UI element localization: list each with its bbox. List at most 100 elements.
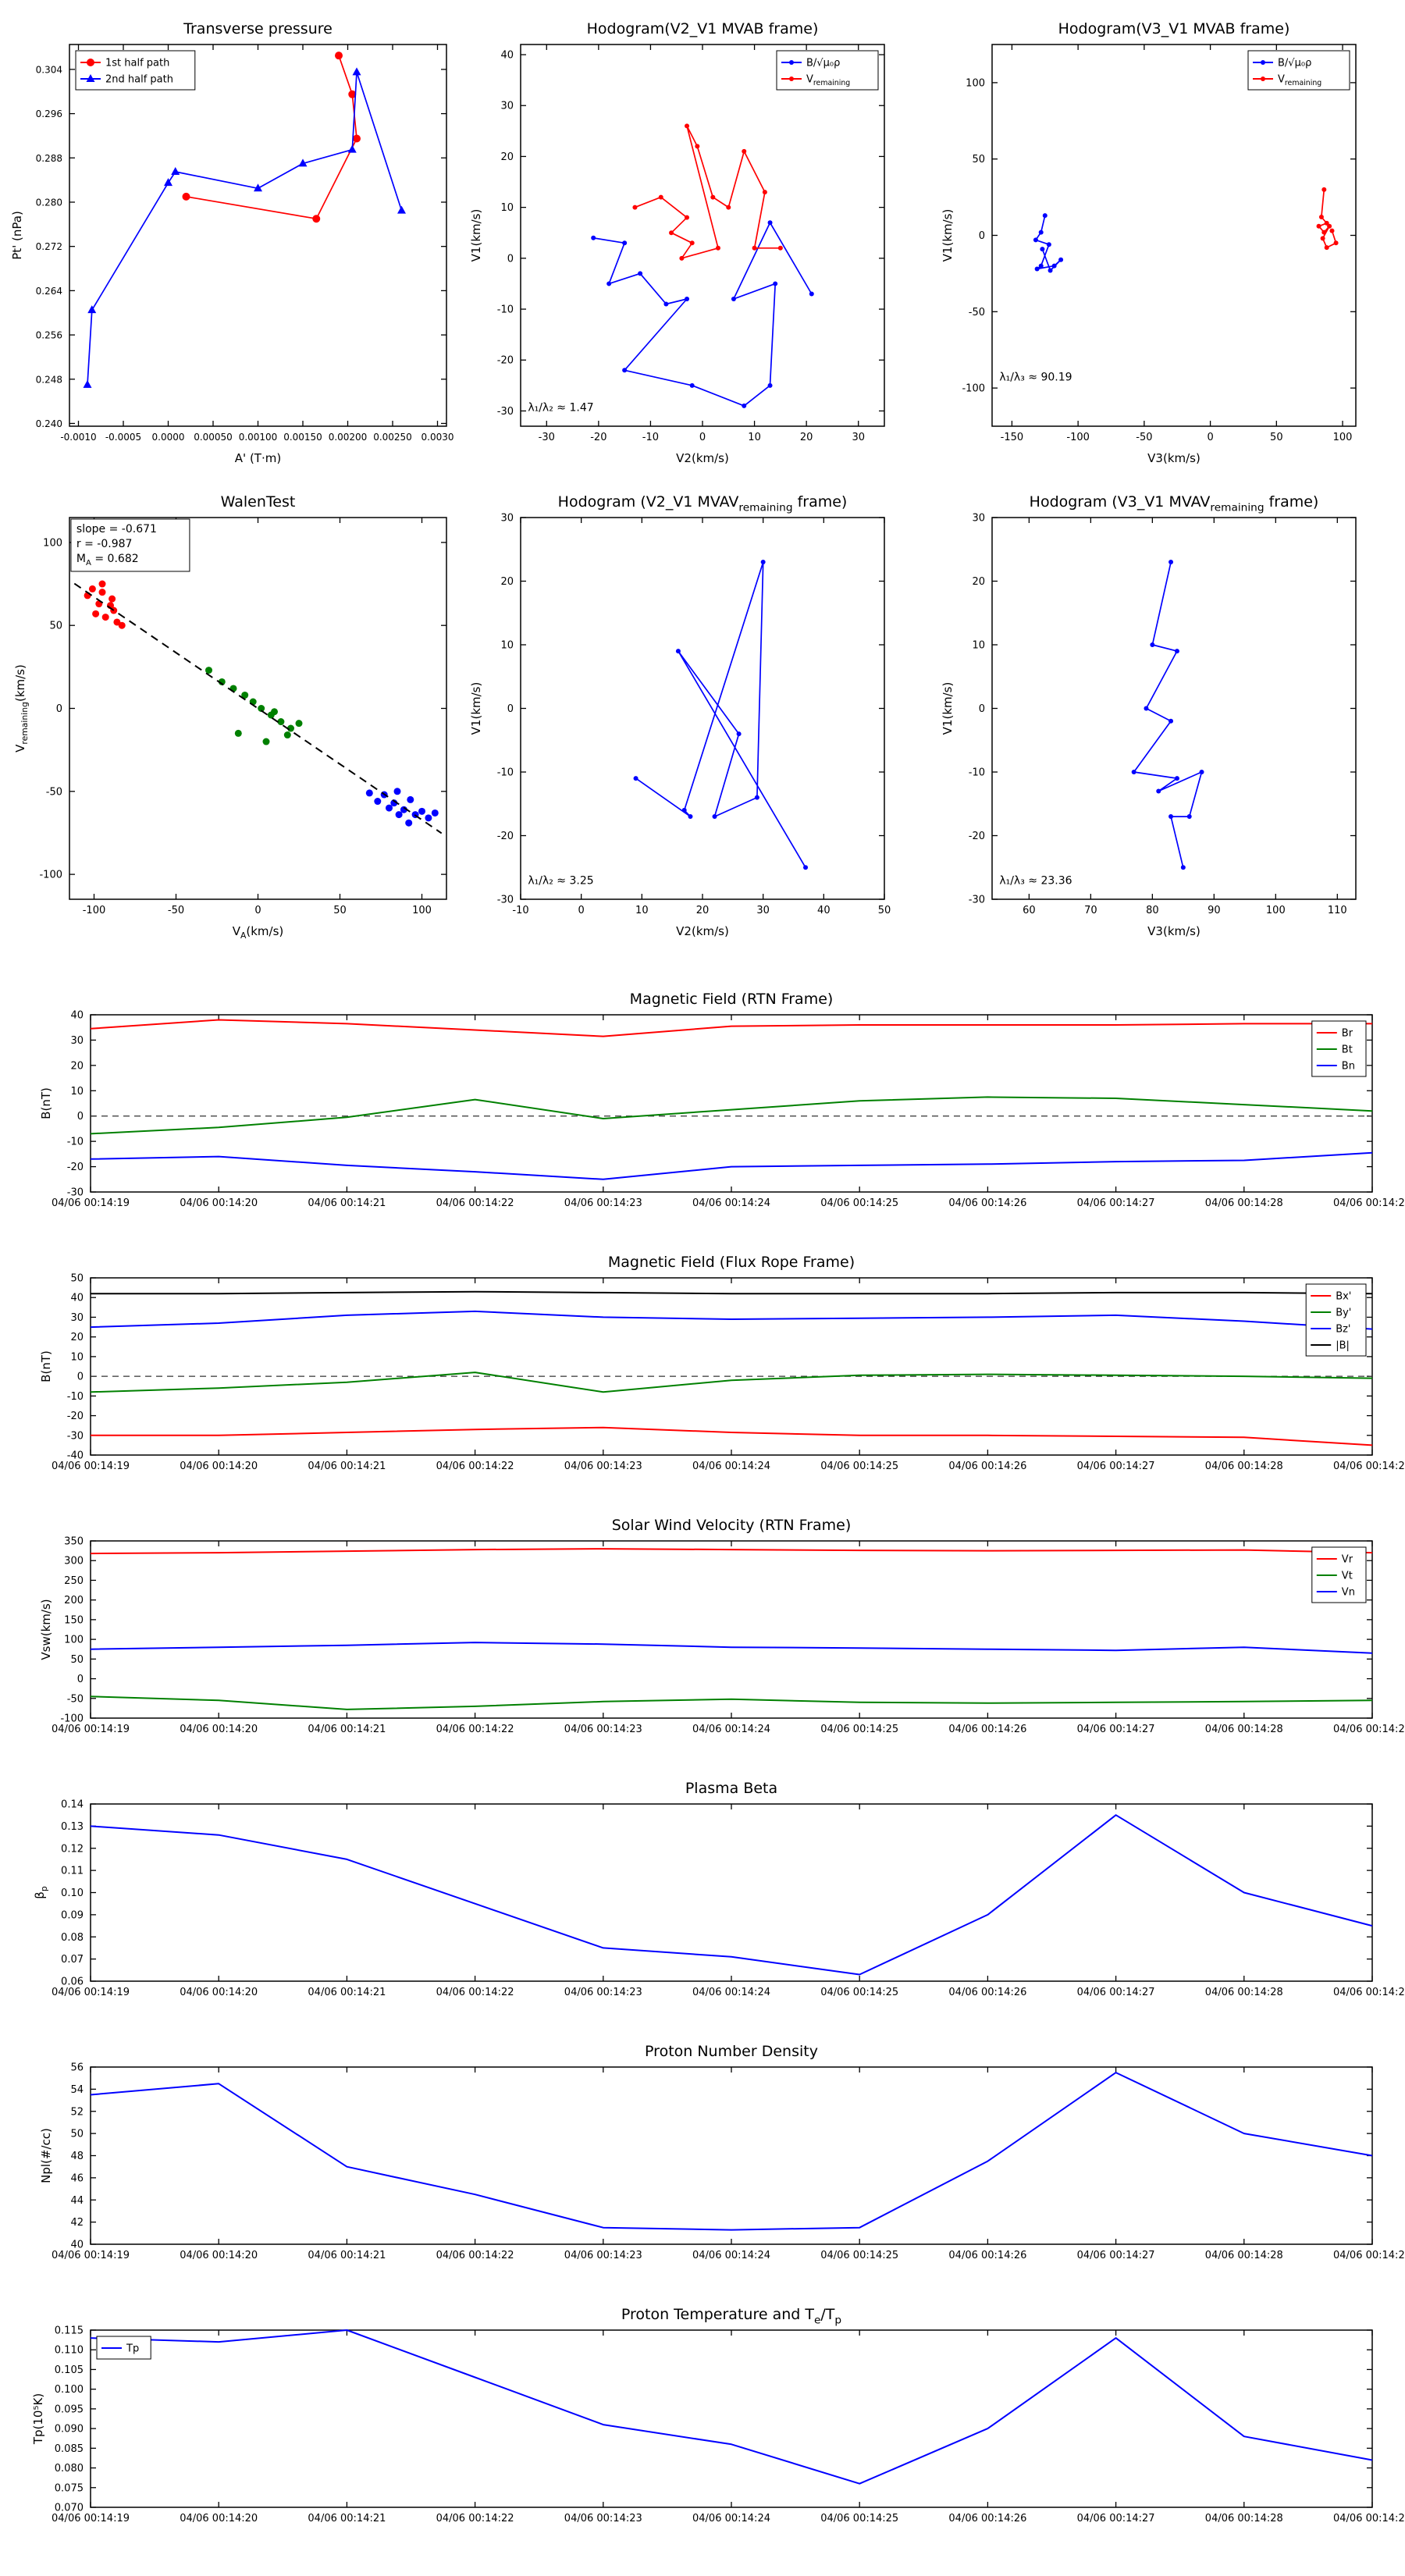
svg-text:0.07: 0.07	[61, 1954, 84, 1966]
svg-text:04/06 00:14:19: 04/06 00:14:19	[52, 2513, 130, 2524]
svg-text:100: 100	[1266, 905, 1286, 916]
svg-text:0.00100: 0.00100	[239, 432, 278, 443]
svg-text:-30: -30	[969, 895, 985, 906]
svg-text:0.100: 0.100	[55, 2384, 84, 2396]
svg-text:Transverse pressure: Transverse pressure	[183, 20, 333, 37]
svg-text:0.115: 0.115	[55, 2325, 84, 2337]
svg-text:-20: -20	[497, 831, 514, 842]
svg-text:1st half path: 1st half path	[105, 58, 169, 69]
svg-text:04/06 00:14:21: 04/06 00:14:21	[308, 1461, 386, 1472]
svg-text:0: 0	[699, 432, 706, 443]
svg-text:50: 50	[878, 905, 891, 916]
svg-text:0.085: 0.085	[55, 2443, 84, 2455]
svg-text:-50: -50	[67, 1693, 84, 1705]
svg-text:-100: -100	[39, 870, 62, 881]
svg-text:0: 0	[507, 703, 514, 715]
svg-text:0: 0	[979, 230, 985, 242]
magnetic-field-flux-rope-plot: 04/06 00:14:19 04/06 00:14:20 04/06 00:14:…	[39, 1254, 1405, 1472]
svg-text:0.14: 0.14	[61, 1799, 84, 1811]
svg-text:04/06 00:14:19: 04/06 00:14:19	[52, 1461, 130, 1472]
svg-text:100: 100	[1333, 432, 1353, 443]
svg-text:Solar Wind Velocity (RTN Frame: Solar Wind Velocity (RTN Frame)	[612, 1517, 852, 1534]
svg-text:50: 50	[1270, 432, 1283, 443]
svg-text:30: 30	[500, 101, 514, 112]
svg-text:04/06 00:14:21: 04/06 00:14:21	[308, 1724, 386, 1735]
solar-wind-velocity-chart: 04/06 00:14:19 04/06 00:14:20 04/06 00:14:…	[39, 1517, 1405, 1735]
svg-text:Magnetic Field (RTN Frame): Magnetic Field (RTN Frame)	[630, 991, 834, 1008]
svg-text:04/06 00:14:21: 04/06 00:14:21	[308, 1197, 386, 1209]
svg-text:r = -0.987: r = -0.987	[76, 538, 133, 550]
svg-text:100: 100	[64, 1635, 84, 1646]
svg-text:10: 10	[70, 1086, 84, 1098]
svg-text:40: 40	[817, 905, 831, 916]
svg-text:0.075: 0.075	[55, 2482, 84, 2494]
svg-text:04/06 00:14:21: 04/06 00:14:21	[308, 2513, 386, 2524]
svg-text:V2(km/s): V2(km/s)	[676, 924, 729, 938]
magnetic-field-rtn-chart: 04/06 00:14:19 04/06 00:14:20 04/06 00:14:…	[39, 991, 1405, 1209]
svg-text:100: 100	[412, 905, 432, 916]
svg-text:04/06 00:14:19: 04/06 00:14:19	[52, 1987, 130, 1998]
svg-text:04/06 00:14:24: 04/06 00:14:24	[692, 1197, 770, 1209]
svg-text:Vremaining: Vremaining	[1278, 74, 1321, 88]
svg-text:Bz': Bz'	[1336, 1324, 1350, 1336]
svg-text:Br: Br	[1342, 1028, 1353, 1040]
svg-text:Vremaining(km/s): Vremaining(km/s)	[13, 664, 30, 753]
svg-text:0.13: 0.13	[61, 1821, 84, 1833]
svg-text:30: 30	[972, 513, 985, 525]
svg-text:λ₁/λ₃ ≈ 23.36: λ₁/λ₃ ≈ 23.36	[999, 874, 1072, 887]
svg-text:Hodogram(V3_V1 MVAB frame): Hodogram(V3_V1 MVAB frame)	[1058, 20, 1290, 37]
svg-text:βp: βp	[33, 1886, 49, 1899]
svg-text:0.110: 0.110	[55, 2345, 84, 2357]
svg-text:Tp(10⁵K): Tp(10⁵K)	[31, 2393, 45, 2445]
svg-text:04/06 00:14:26: 04/06 00:14:26	[948, 1461, 1026, 1472]
svg-text:90: 90	[1208, 905, 1221, 916]
svg-text:λ₁/λ₂ ≈ 1.47: λ₁/λ₂ ≈ 1.47	[528, 401, 593, 414]
svg-text:10: 10	[500, 202, 514, 214]
svg-text:30: 30	[756, 905, 770, 916]
svg-text:Bn: Bn	[1342, 1061, 1355, 1073]
magnetic-field-rtn-plot: 04/06 00:14:19 04/06 00:14:20 04/06 00:14:…	[39, 991, 1405, 1209]
svg-text:48: 48	[70, 2151, 84, 2162]
svg-text:-100: -100	[962, 383, 985, 395]
svg-text:-100: -100	[83, 905, 106, 916]
svg-text:2nd half path: 2nd half path	[105, 74, 173, 86]
svg-text:04/06 00:14:29: 04/06 00:14:29	[1333, 2250, 1405, 2261]
svg-text:-100: -100	[1066, 432, 1090, 443]
svg-text:0: 0	[254, 905, 261, 916]
svg-text:0.304: 0.304	[36, 64, 62, 75]
svg-text:04/06 00:14:20: 04/06 00:14:20	[180, 1461, 258, 1472]
svg-text:04/06 00:14:20: 04/06 00:14:20	[180, 2513, 258, 2524]
svg-text:-30: -30	[497, 895, 514, 906]
svg-text:B(nT): B(nT)	[39, 1087, 53, 1119]
svg-text:04/06 00:14:24: 04/06 00:14:24	[692, 1461, 770, 1472]
svg-text:0.0000: 0.0000	[152, 432, 185, 443]
svg-text:150: 150	[64, 1614, 84, 1626]
svg-text:By': By'	[1336, 1308, 1351, 1319]
svg-text:λ₁/λ₃ ≈ 90.19: λ₁/λ₃ ≈ 90.19	[999, 371, 1072, 383]
svg-text:30: 30	[500, 513, 514, 525]
svg-text:-50: -50	[46, 786, 62, 798]
svg-text:A' (T·m): A' (T·m)	[235, 451, 281, 465]
svg-text:04/06 00:14:23: 04/06 00:14:23	[564, 2513, 642, 2524]
svg-text:-10: -10	[497, 767, 514, 779]
svg-text:04/06 00:14:26: 04/06 00:14:26	[948, 2513, 1026, 2524]
svg-text:0.08: 0.08	[61, 1932, 84, 1944]
svg-text:-20: -20	[497, 355, 514, 367]
svg-text:40: 40	[500, 50, 514, 62]
svg-text:0.09: 0.09	[61, 1909, 84, 1921]
svg-text:50: 50	[49, 621, 62, 632]
svg-text:V1(km/s): V1(km/s)	[941, 682, 955, 735]
svg-text:04/06 00:14:26: 04/06 00:14:26	[948, 1197, 1026, 1209]
svg-text:46: 46	[70, 2172, 84, 2184]
svg-text:V1(km/s): V1(km/s)	[469, 682, 483, 735]
svg-text:100: 100	[43, 537, 62, 549]
svg-text:04/06 00:14:20: 04/06 00:14:20	[180, 1724, 258, 1735]
svg-text:04/06 00:14:25: 04/06 00:14:25	[820, 2513, 898, 2524]
svg-text:V3(km/s): V3(km/s)	[1147, 924, 1200, 938]
svg-text:0.248: 0.248	[36, 374, 62, 385]
hodogram-v3v1-mvab-chart: -150 -100 -50 0 50 100 -100 -50 0 50 100 Hodogram(V…	[941, 20, 1357, 465]
svg-text:0.105: 0.105	[55, 2364, 84, 2376]
hodogram-v2v1-mvab-plot: -30 -20 -10 0 10 20 30 -30 -20 -10 0 10 20 30 40 Hodogr…	[469, 20, 885, 465]
svg-text:04/06 00:14:22: 04/06 00:14:22	[436, 1724, 514, 1735]
svg-text:0.0030: 0.0030	[422, 432, 454, 443]
